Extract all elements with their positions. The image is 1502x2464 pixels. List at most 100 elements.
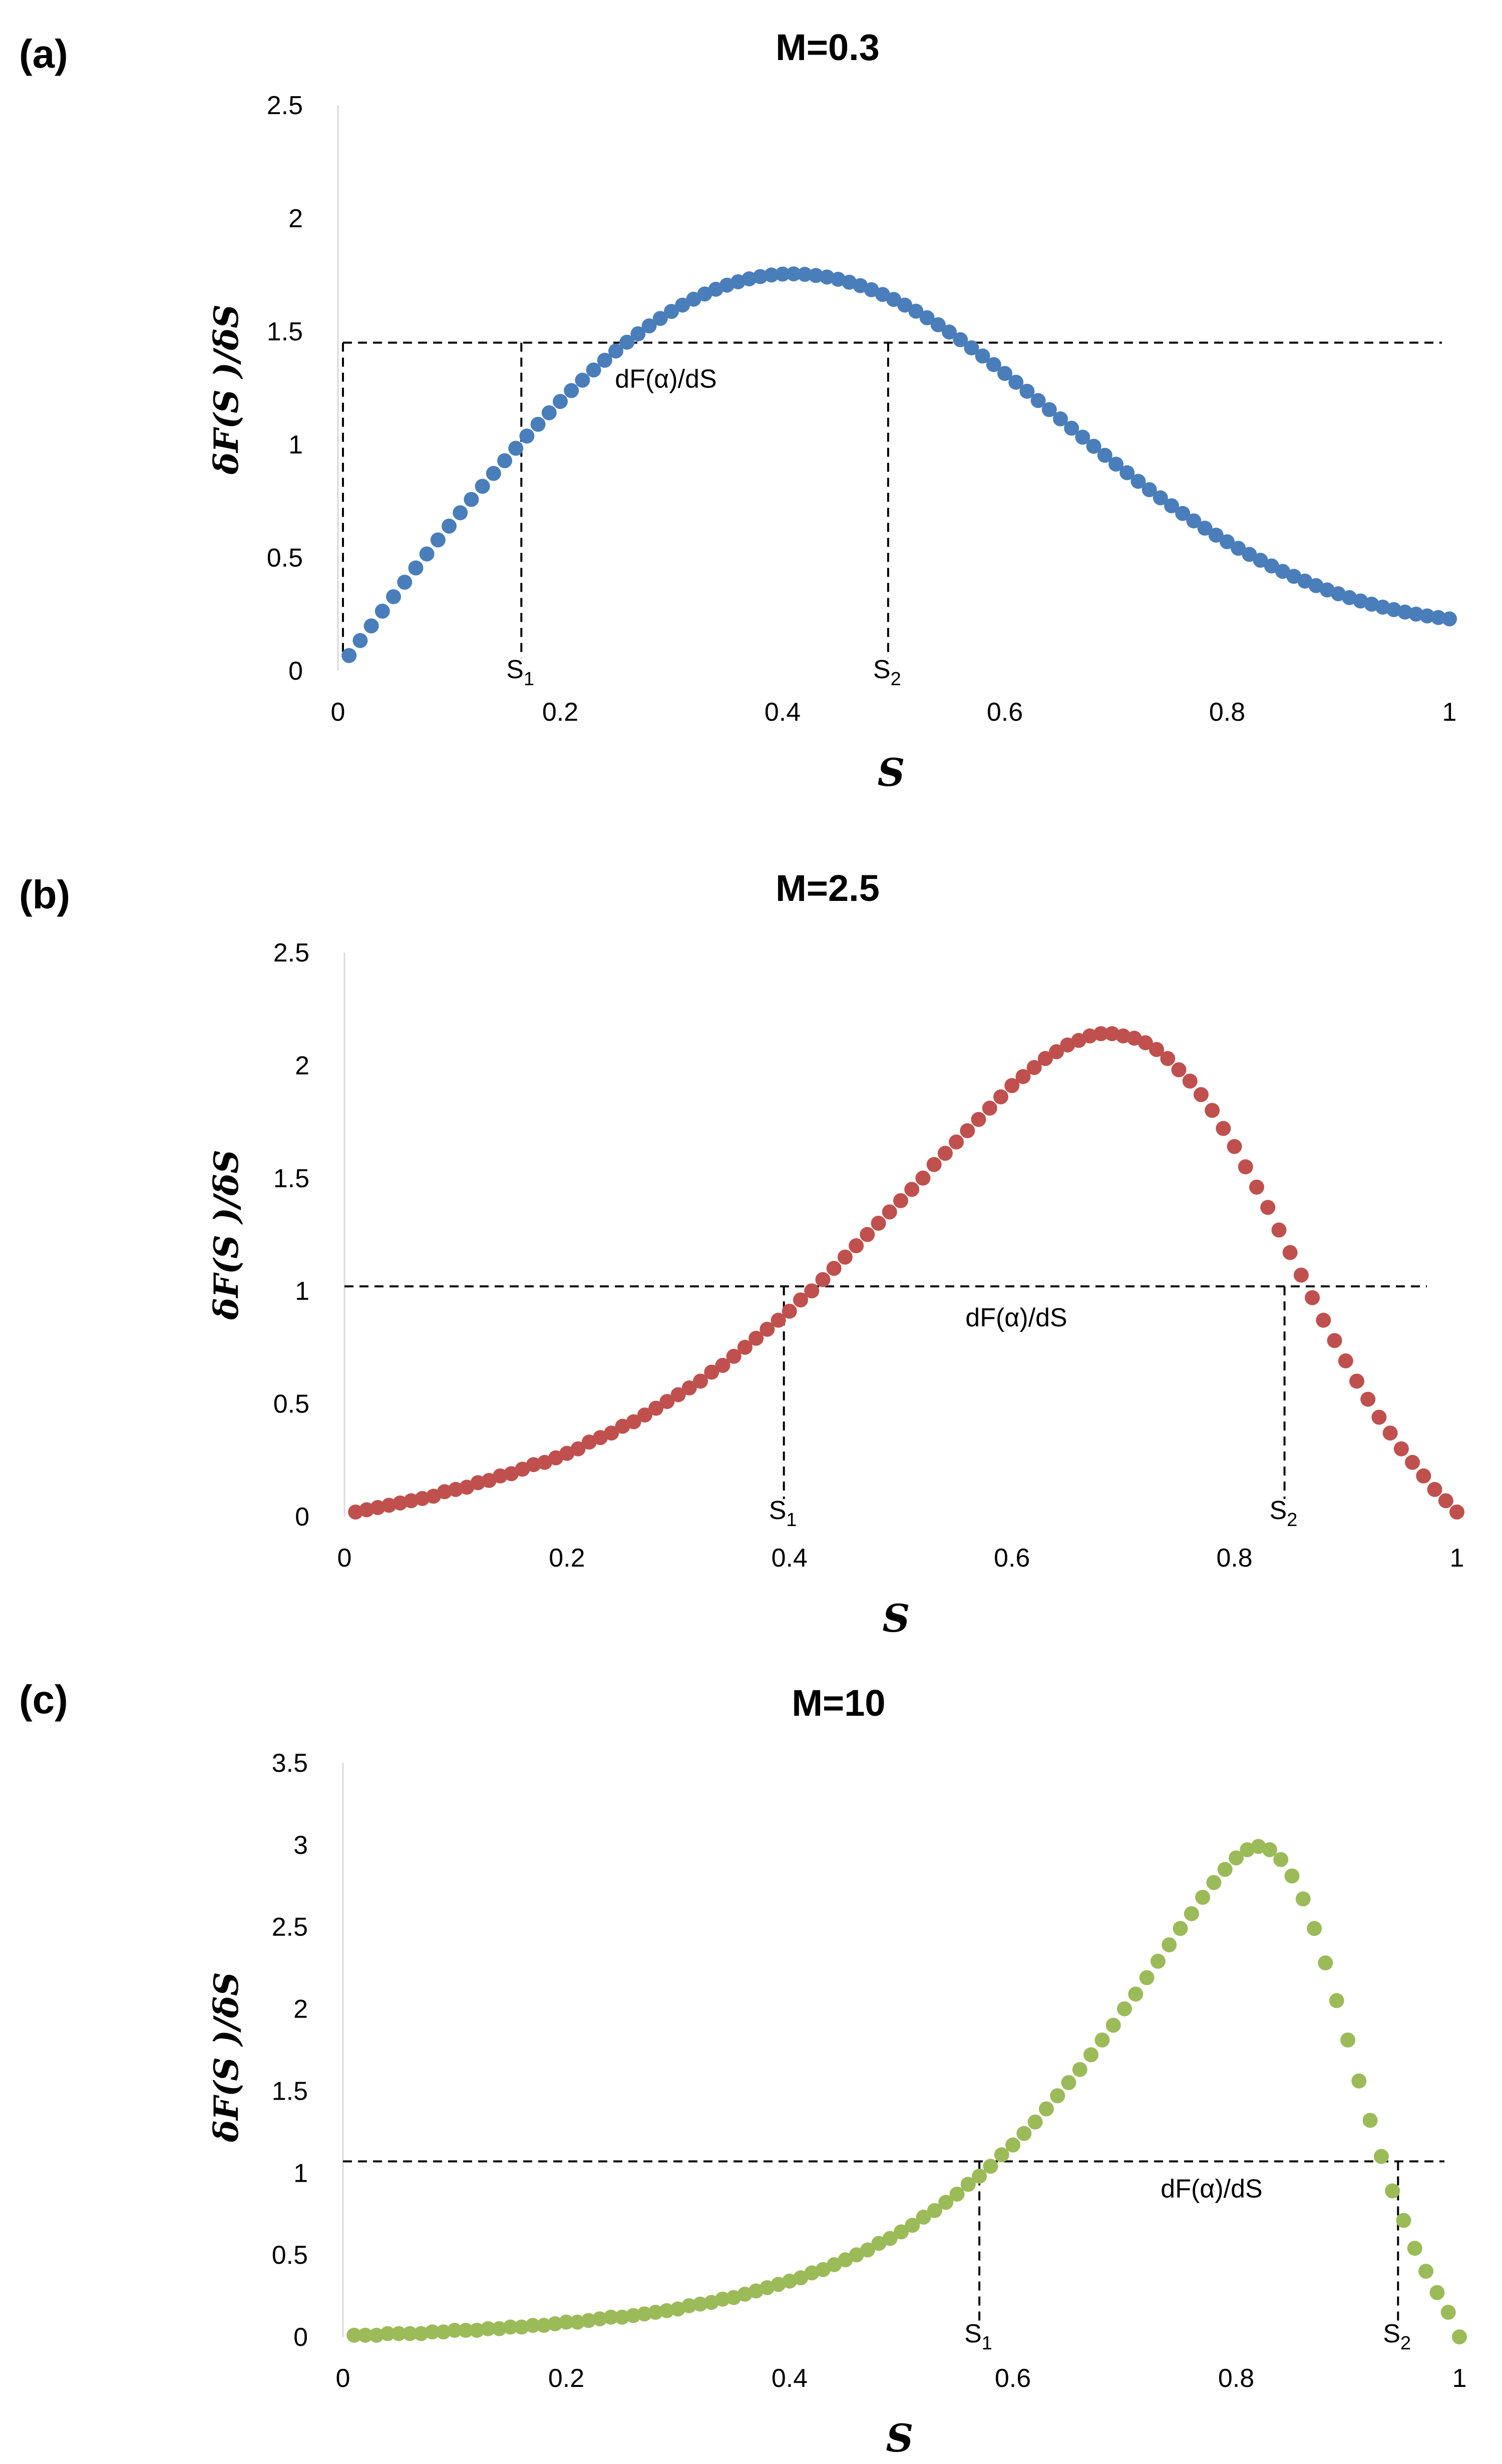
data-point [1242,547,1257,562]
data-points-c [346,1839,1467,2344]
data-point [964,340,979,355]
data-point [547,2316,563,2331]
marker-label-s1: S1 [506,655,534,690]
data-point [975,348,990,364]
data-point [1295,1891,1311,1907]
x-tick-label: 0.8 [1209,698,1245,727]
y-tick-label: 3 [293,1831,308,1860]
data-point [1119,465,1135,480]
data-point [1037,1051,1053,1066]
data-point [1160,1051,1176,1066]
data-points-a [341,266,1457,663]
data-point [1104,1026,1120,1042]
data-point [1182,1073,1198,1089]
y-axis-label-c: δF(S )/δS [207,1972,246,2143]
x-tick-label: 0.8 [1216,1544,1252,1573]
data-point [837,1249,853,1265]
data-point [782,1303,797,1319]
data-point [1162,1937,1177,1952]
marker-label-s2: S2 [1270,1496,1298,1531]
data-point [1327,1333,1342,1348]
data-point [1038,2101,1054,2117]
data-point [1449,1504,1464,1520]
marker-label-s2: S2 [873,655,901,690]
data-point [1093,1026,1108,1042]
data-point [659,2303,674,2318]
data-point [1086,438,1101,454]
data-point [1273,1852,1289,1867]
data-point [919,310,935,325]
data-point [1284,1868,1300,1884]
y-tick-label: 0 [293,2323,308,2352]
data-point [393,1495,408,1511]
data-point [1150,1953,1166,1969]
marker-label-text: S [506,655,524,684]
y-tick-label: 1 [293,2159,308,2188]
data-point [930,317,946,332]
data-point [448,1482,464,1497]
data-point [808,268,824,283]
data-point [519,428,535,444]
data-point [737,1339,753,1355]
data-point [1208,528,1224,543]
data-point [415,1491,430,1506]
data-point [675,297,690,313]
data-point [908,303,924,319]
marker-label-text: S [964,2319,982,2348]
data-point [681,1380,697,1396]
data-point [1149,1042,1165,1057]
data-point [1072,2062,1087,2077]
data-point [469,2322,485,2338]
x-tick-label: 0.2 [548,2364,584,2393]
data-point [1397,604,1413,620]
data-point [1131,473,1146,489]
marker-label-subscript: 2 [891,669,901,690]
data-point [882,2231,898,2246]
data-point [894,2224,909,2240]
y-tick-label: 0.5 [267,544,303,573]
marker-label-subscript: 2 [1400,2333,1411,2354]
data-point [760,1321,775,1337]
data-point [986,357,1001,372]
data-point [1305,1290,1320,1305]
data-point [793,1292,809,1308]
data-point [1382,1425,1398,1441]
data-point [363,618,379,634]
data-point [704,1364,719,1380]
data-point [480,2321,496,2336]
chart-a: (a) M=0.3 δF(S )/δS S 0 0.5 1 1.5 2 2.5 0 0.2 0.… [19,27,1457,795]
data-point [414,2326,429,2341]
data-point [453,505,468,521]
data-point [492,2321,507,2336]
data-point [871,1215,886,1231]
data-point [1373,2149,1389,2164]
x-tick-label: 0.4 [772,2364,808,2393]
data-point [1053,411,1068,426]
data-point [804,1283,820,1299]
data-point [1083,2047,1099,2063]
data-point [508,440,524,456]
y-tick-label: 2 [288,204,303,233]
ticks-c: 0 0.5 1 1.5 2 2.5 3 3.5 0 0.2 0.4 0.6 0.8 1 [272,1749,1467,2393]
reference-line-label: dF(α)/dS [615,365,716,394]
data-point [493,1468,508,1484]
data-point [1115,1028,1131,1044]
data-point [570,2314,585,2330]
data-point [1427,1482,1442,1497]
data-point [348,1504,363,1520]
data-point [437,1484,452,1500]
data-point [1316,1312,1331,1328]
data-point [1419,608,1435,624]
data-point [960,1123,975,1139]
data-point [1360,1391,1376,1407]
y-tick-label: 2.5 [267,91,303,120]
data-point [1026,1060,1042,1075]
data-point [637,1407,652,1423]
marker-label-subscript: 1 [524,669,534,690]
data-point [357,2327,373,2343]
data-point [905,2218,920,2233]
data-point [370,1500,386,1515]
data-point [1015,1069,1031,1084]
y-tick-label: 0.5 [272,2241,308,2270]
